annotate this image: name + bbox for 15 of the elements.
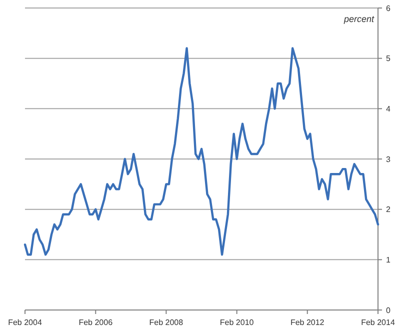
y-tick-label: 5 — [386, 54, 391, 64]
y-tick-label: 3 — [386, 154, 391, 164]
y-tick-label: 4 — [386, 104, 391, 114]
x-tick-label: Feb 2014 — [361, 318, 396, 327]
x-tick-label: Feb 2012 — [290, 318, 325, 327]
y-tick-label: 6 — [386, 4, 391, 13]
x-tick-label: Feb 2010 — [220, 318, 254, 327]
x-tick-label: Feb 2004 — [8, 318, 42, 327]
line-series — [24, 47, 380, 256]
x-tick-label: Feb 2008 — [149, 318, 184, 327]
y-tick-label: 2 — [386, 205, 391, 214]
y-tick-label: 0 — [386, 306, 391, 315]
x-tick-label: Feb 2006 — [78, 318, 114, 327]
y-axis-title: percent — [342, 14, 374, 24]
y-tick-label: 1 — [386, 255, 391, 264]
